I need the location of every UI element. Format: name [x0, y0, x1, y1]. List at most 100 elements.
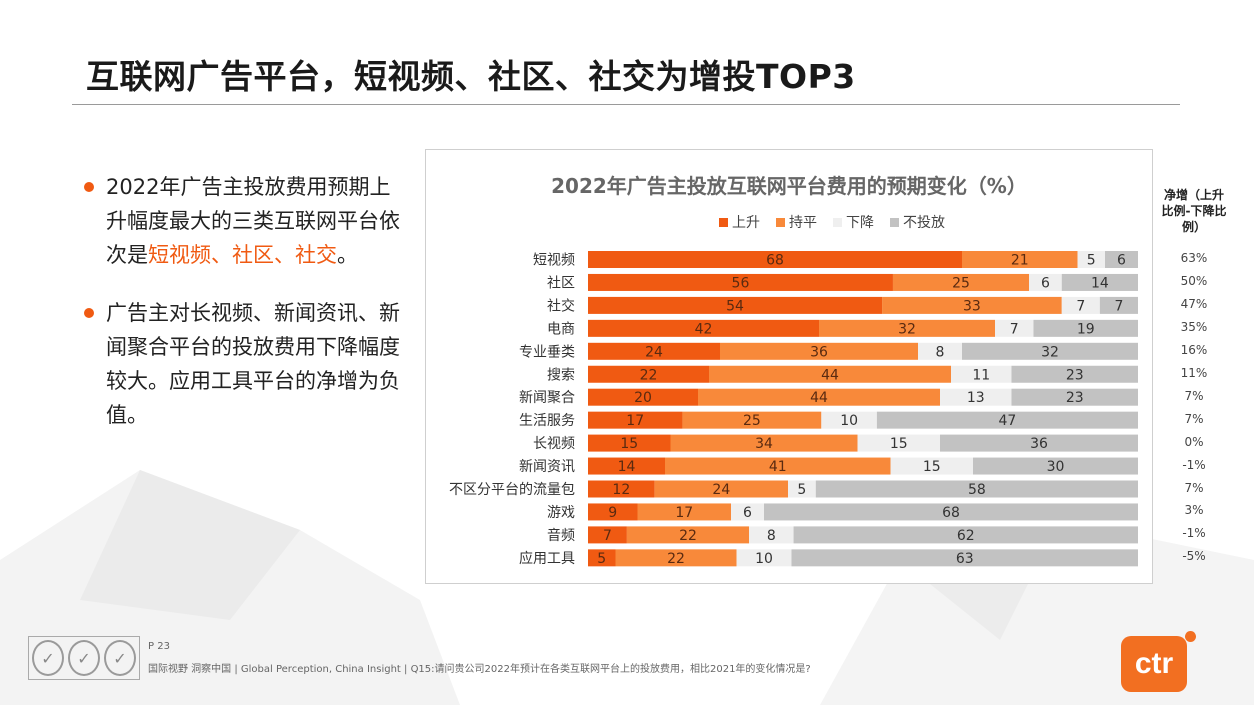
data-label: 63	[956, 551, 974, 567]
bar-segment-3	[764, 503, 1138, 521]
legend-swatch-0	[719, 218, 728, 227]
bar-segment-3	[962, 342, 1138, 360]
bar-segment-2	[857, 434, 940, 452]
bar-segment-3	[1033, 319, 1138, 337]
bar-segment-0	[588, 273, 893, 291]
data-label: 13	[967, 390, 985, 406]
net-increase-header: 净增（上升比例-下降比例）	[1161, 188, 1227, 234]
bar-segment-2	[951, 365, 1012, 383]
data-label: 15	[923, 459, 941, 475]
net-increase-value: -1%	[1182, 457, 1206, 472]
bullet-2-text: 广告主对长视频、新闻资讯、新闻聚合平台的投放费用下降幅度较大。应用工具平台的净增…	[106, 301, 400, 427]
title-divider	[72, 104, 1180, 105]
data-label: 68	[766, 253, 784, 269]
bar-segment-1	[892, 273, 1030, 291]
bar-segment-2	[1077, 251, 1105, 268]
bar-segment-3	[815, 480, 1138, 498]
data-label: 21	[1011, 253, 1029, 269]
bar-segment-1	[654, 480, 788, 498]
legend-label-2: 下降	[846, 215, 874, 231]
bullet-2: 广告主对长视频、新闻资讯、新闻聚合平台的投放费用下降幅度较大。应用工具平台的净增…	[84, 296, 404, 432]
category-label: 应用工具	[519, 550, 575, 567]
bar-segment-1	[670, 434, 858, 452]
bar-segment-0	[588, 480, 655, 498]
legend-swatch-1	[776, 218, 785, 227]
net-increase-value: 7%	[1184, 411, 1204, 426]
bar-segment-2	[918, 342, 962, 360]
bar-segment-1	[637, 503, 731, 521]
chart-panel: 2022年广告主投放互联网平台费用的预期变化（%） 上升 持平 下降 不投放 短视频 68 2…	[425, 149, 1153, 584]
bar-segment-1	[682, 411, 822, 429]
data-label: 5	[1087, 253, 1096, 269]
category-label: 不区分平台的流量包	[449, 482, 575, 498]
legend-label-0: 上升	[732, 215, 760, 231]
source-note: 国际视野 洞察中国 | Global Perception, China Ins…	[148, 664, 811, 675]
bar-segment-3	[1105, 251, 1138, 268]
net-increase-value: 11%	[1180, 365, 1208, 380]
bar-segment-1	[962, 251, 1078, 268]
category-label: 专业垂类	[519, 344, 575, 360]
data-label: 44	[810, 390, 828, 406]
bar-segment-0	[588, 365, 709, 383]
category-label: 音频	[547, 527, 575, 544]
data-label: 5	[597, 551, 606, 567]
data-label: 56	[732, 275, 750, 291]
bar-segment-3	[793, 526, 1138, 544]
bullet-1-end: 。	[337, 243, 358, 267]
legend-label-1: 持平	[789, 215, 817, 231]
ctr-logo: ctr	[1121, 636, 1187, 692]
net-increase-value: 35%	[1180, 319, 1208, 334]
data-label: 24	[645, 344, 663, 360]
net-increase-value: -5%	[1182, 549, 1206, 564]
page-title: 互联网广告平台，短视频、社区、社交为增投TOP3	[86, 57, 856, 96]
net-increase-value: -1%	[1182, 526, 1206, 541]
data-label: 10	[840, 413, 858, 429]
bar-segment-3	[1011, 388, 1138, 406]
data-label: 30	[1047, 459, 1065, 475]
category-label: 短视频	[533, 253, 575, 269]
category-label: 社交	[547, 297, 575, 314]
bullet-1-text: 2022年广告主投放费用预期上升幅度最大的三类互联网平台依次是	[106, 175, 400, 267]
data-label: 15	[620, 436, 638, 452]
bar-segment-2	[940, 388, 1012, 406]
bullet-dot-icon	[84, 308, 94, 318]
data-label: 34	[755, 436, 773, 452]
legend-swatch-2	[833, 218, 842, 227]
data-label: 42	[695, 321, 713, 337]
data-label: 10	[755, 551, 773, 567]
bar-segment-0	[588, 342, 720, 360]
data-label: 6	[743, 505, 752, 521]
bar-segment-0	[588, 411, 683, 429]
data-label: 14	[1091, 275, 1109, 291]
data-label: 47	[999, 413, 1017, 429]
data-label: 58	[968, 482, 986, 498]
bar-segment-2	[749, 526, 794, 544]
bar-segment-2	[788, 480, 816, 498]
bar-segment-1	[882, 296, 1062, 314]
net-increase-value: 0%	[1184, 434, 1204, 449]
bar-segment-1	[626, 526, 750, 544]
category-label: 长视频	[533, 436, 575, 452]
net-increase-value: 63%	[1180, 251, 1208, 265]
category-label: 社区	[547, 275, 575, 291]
bar-segment-3	[973, 457, 1138, 475]
data-label: 11	[972, 367, 990, 383]
data-label: 5	[797, 482, 806, 498]
bar-segment-2	[995, 319, 1034, 337]
bar-segment-0	[588, 388, 698, 406]
data-label: 8	[936, 344, 945, 360]
bar-segment-0	[588, 434, 671, 452]
data-label: 17	[675, 505, 693, 521]
data-label: 8	[767, 528, 776, 544]
category-label: 新闻聚合	[519, 390, 575, 406]
bullet-dot-icon	[84, 182, 94, 192]
seal-icon: ✓	[68, 640, 100, 676]
category-label: 电商	[547, 321, 575, 337]
data-label: 20	[634, 390, 652, 406]
data-label: 23	[1066, 390, 1084, 406]
data-label: 23	[1066, 367, 1084, 383]
bar-segment-2	[890, 457, 973, 475]
data-label: 15	[890, 436, 908, 452]
bar-segment-3	[1011, 365, 1138, 383]
bar-segment-1	[720, 342, 918, 360]
